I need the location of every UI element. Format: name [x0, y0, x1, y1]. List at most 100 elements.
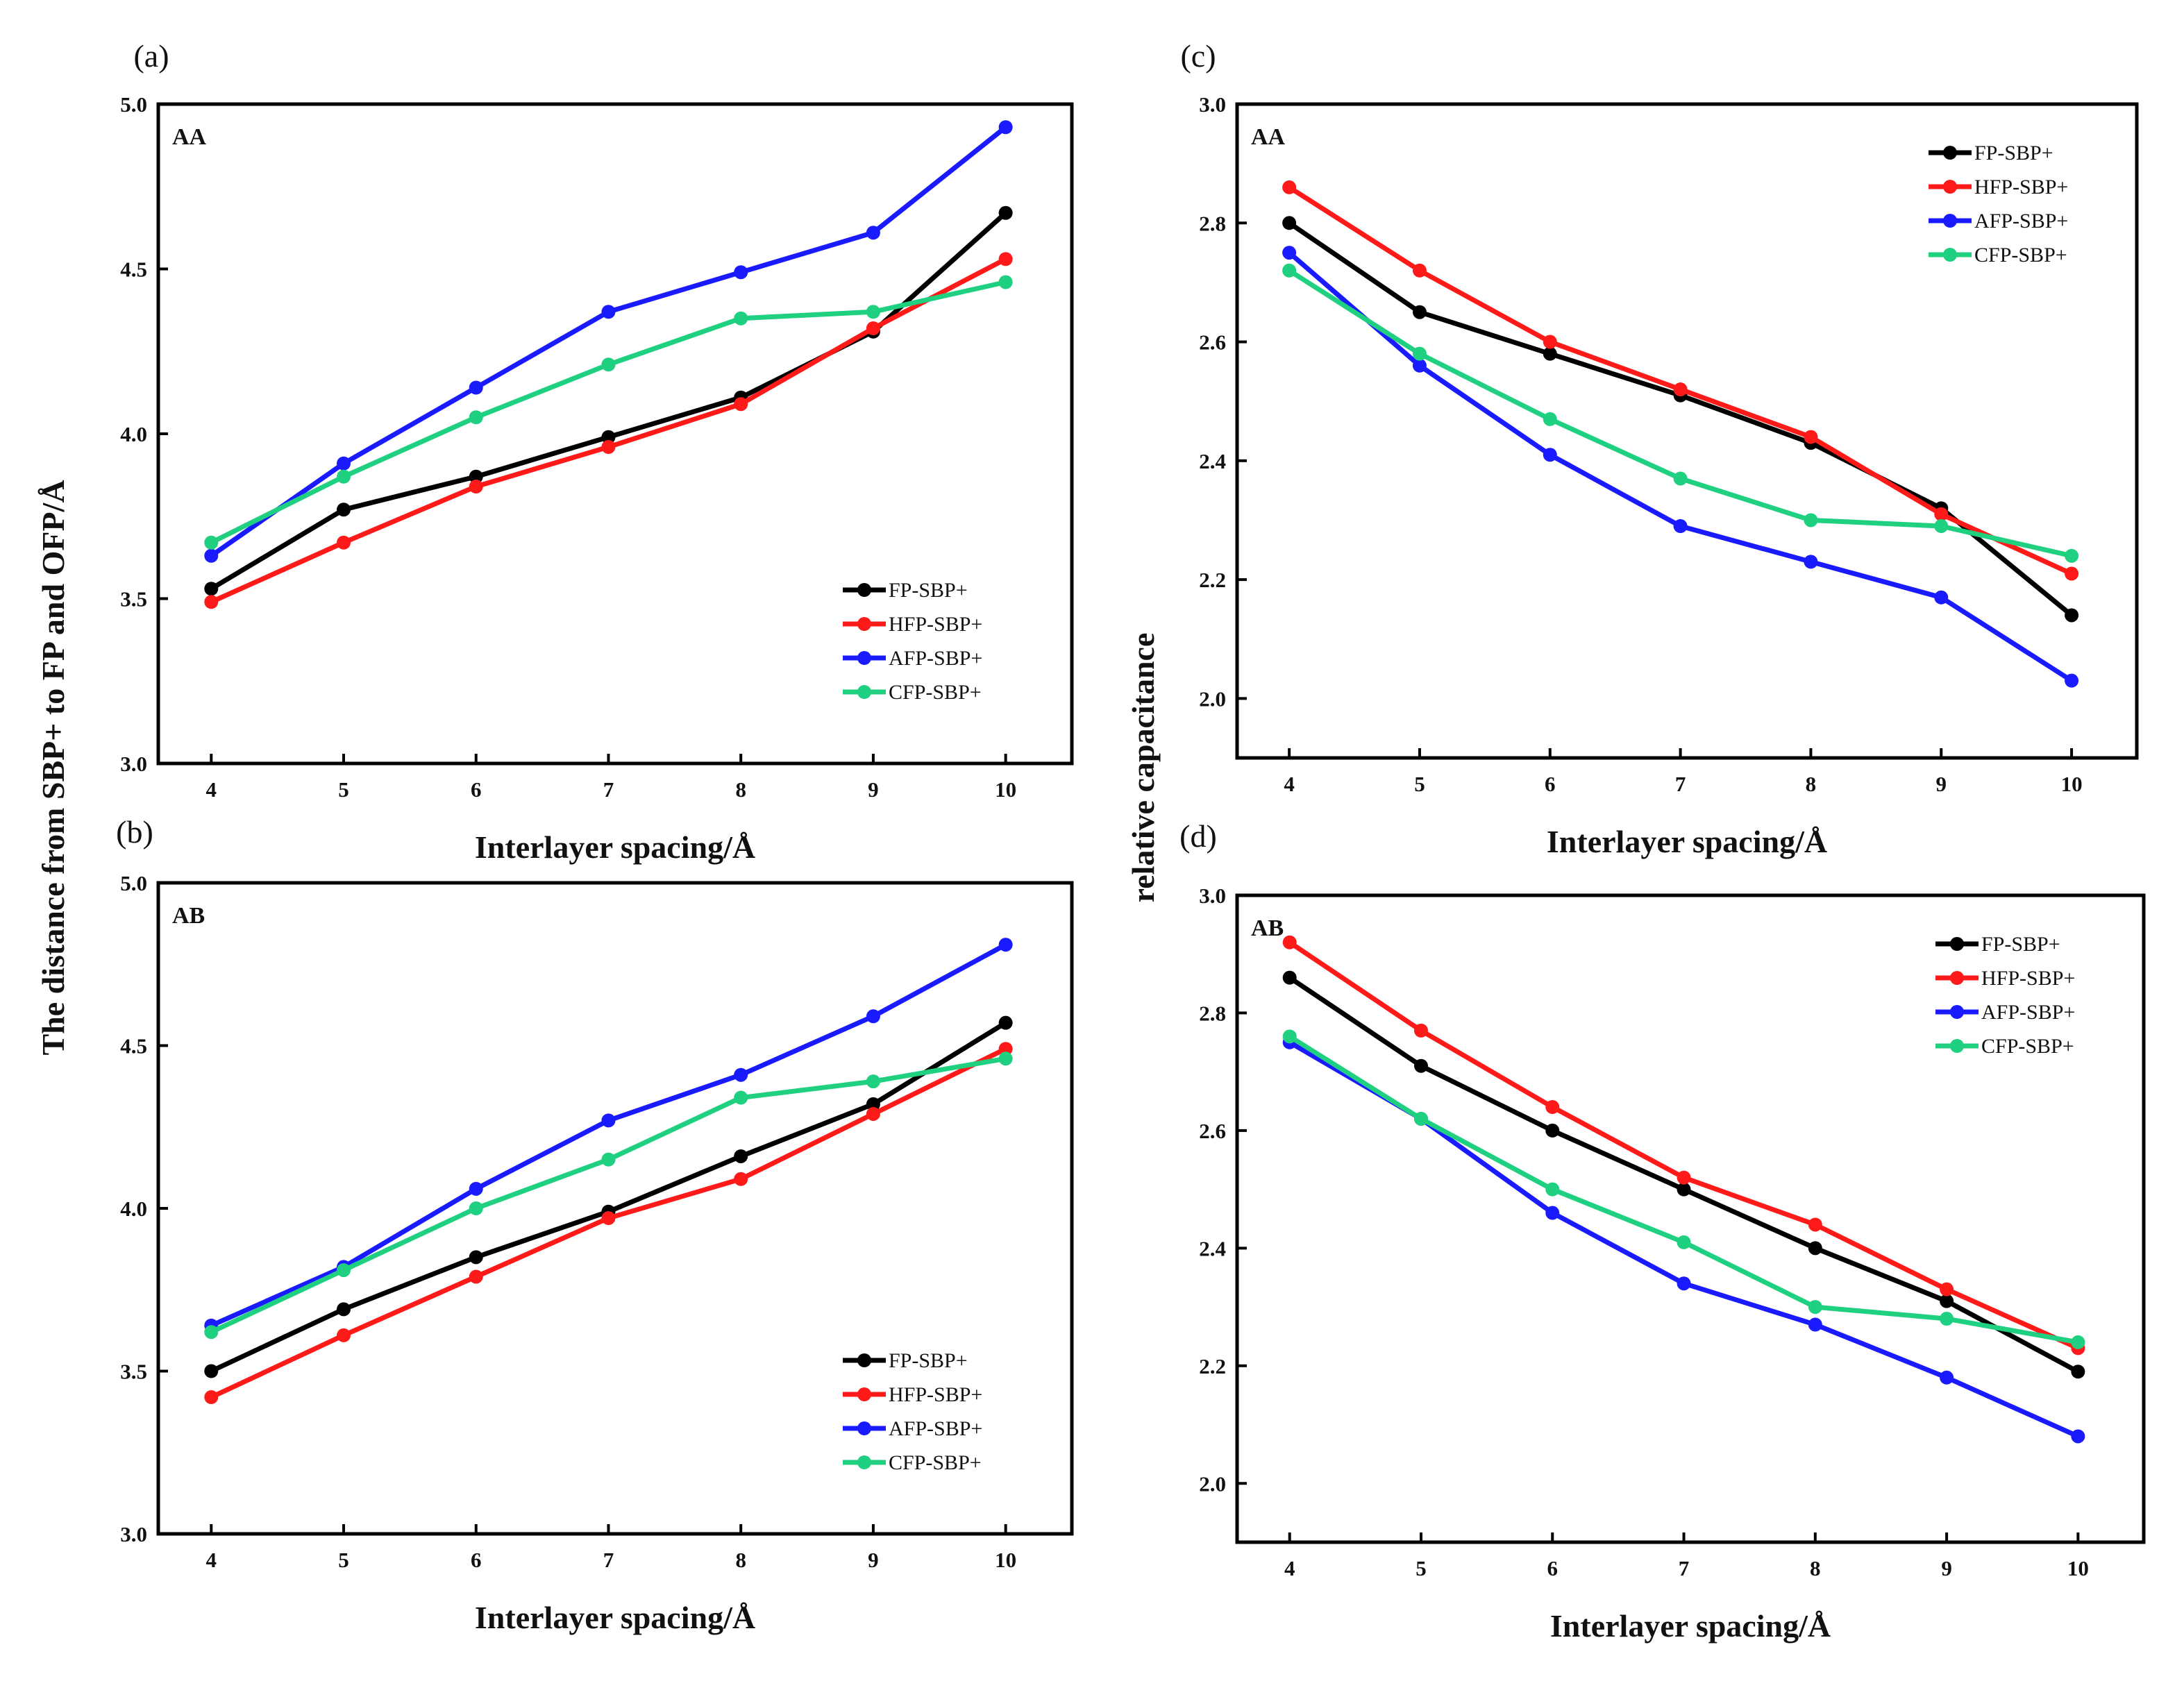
data-point	[1804, 513, 1818, 527]
chart-panel-c: (c) AA 2.0 2.2 2.4 2.6 2.8 3.0 4 5 6 7 8 9 10 Interlaye…	[1180, 38, 2139, 859]
data-point	[2065, 566, 2079, 581]
data-point	[998, 938, 1013, 952]
data-point	[734, 311, 748, 326]
data-point	[998, 1051, 1013, 1066]
legend-marker	[1950, 1005, 1964, 1019]
data-point	[1808, 1241, 1822, 1256]
data-point	[1673, 471, 1688, 486]
plot-frame	[1235, 102, 2139, 760]
data-point	[1543, 335, 1557, 349]
data-point	[1804, 555, 1818, 569]
data-point	[998, 1015, 1013, 1030]
legend-entry: FP-SBP+	[1974, 142, 2053, 164]
data-point	[998, 275, 1013, 289]
data-point	[1543, 412, 1557, 426]
data-point	[469, 410, 483, 425]
series-line	[210, 125, 1007, 558]
x-tick-label: 7	[603, 777, 614, 802]
series-line	[210, 943, 1007, 1328]
y-tick-label: 2.6	[1199, 330, 1226, 355]
x-tick-label: 7	[603, 1548, 614, 1572]
y-tick-label: 2.0	[1199, 686, 1226, 711]
data-point	[1677, 1276, 1691, 1291]
x-axis-title: Interlayer spacing/Å	[475, 1600, 755, 1635]
data-point	[337, 1302, 351, 1317]
series-line	[210, 1020, 1007, 1374]
data-point	[866, 226, 880, 240]
data-point	[1282, 216, 1297, 230]
data-point	[337, 502, 351, 517]
series-fp-sbp	[204, 1015, 1013, 1378]
data-point	[998, 120, 1013, 135]
data-point	[1412, 263, 1427, 278]
data-point	[1808, 1300, 1822, 1315]
y-tick-label: 5.0	[120, 871, 147, 895]
legend-entry: CFP-SBP+	[1981, 1035, 2074, 1058]
legend-entry: HFP-SBP+	[889, 613, 982, 636]
legend-marker	[857, 1455, 871, 1469]
chart-panel-d: (d) AB 2.0 2.2 2.4 2.6 2.8 3.0 4 5 6 7 8 9 10 Interlaye…	[1179, 818, 2146, 1644]
data-point	[1543, 448, 1557, 462]
data-point	[601, 430, 616, 444]
data-point	[866, 321, 880, 335]
data-point	[866, 1074, 880, 1089]
y-tick-label: 2.8	[1199, 1001, 1226, 1025]
data-point	[866, 1009, 880, 1024]
legend: FP-SBP+ HFP-SBP+ AFP-SBP+ CFP-SBP+	[1935, 933, 2075, 1058]
x-tick-label: 4	[1284, 772, 1295, 796]
y-tick-label: 2.2	[1199, 1354, 1226, 1378]
data-point	[1677, 1182, 1691, 1197]
legend-entry: CFP-SBP+	[1974, 244, 2067, 267]
x-tick-label: 9	[868, 1548, 879, 1572]
legend-marker	[1950, 1039, 1964, 1053]
data-point	[1940, 1294, 1954, 1308]
legend-marker	[857, 617, 871, 631]
legend-marker	[1943, 146, 1957, 160]
x-tick-label: 5	[1414, 772, 1425, 796]
legend-entry: AFP-SBP+	[1981, 1001, 2075, 1024]
x-tick-label: 8	[735, 1548, 746, 1572]
x-tick-label: 4	[206, 777, 217, 802]
series-cfp-sbp	[1282, 1029, 2085, 1349]
data-point	[1413, 1111, 1428, 1126]
x-axis-title: Interlayer spacing/Å	[1550, 1608, 1831, 1644]
y-tick-label: 3.5	[120, 1360, 147, 1384]
data-point	[601, 440, 616, 454]
plot-frame	[1235, 893, 2146, 1544]
series-hfp-sbp	[204, 1042, 1013, 1405]
data-point	[2065, 608, 2079, 623]
panel-letter: (d)	[1179, 818, 1217, 854]
series-afp-sbp	[1282, 246, 2079, 688]
y-tick-label: 4.5	[120, 257, 147, 282]
data-point	[1673, 519, 1688, 534]
data-point	[1940, 1312, 1954, 1326]
data-point	[204, 582, 219, 596]
series-afp-sbp	[204, 120, 1013, 563]
data-point	[469, 1181, 483, 1196]
data-point	[469, 469, 483, 484]
series-cfp-sbp	[204, 275, 1013, 550]
data-point	[337, 535, 351, 550]
legend-entry: AFP-SBP+	[889, 1417, 982, 1440]
series-line	[210, 211, 1007, 591]
data-point	[1412, 305, 1427, 319]
data-point	[204, 535, 219, 550]
data-point	[1673, 382, 1688, 397]
legend: FP-SBP+ HFP-SBP+ AFP-SBP+ CFP-SBP+	[843, 1349, 982, 1474]
y-tick-label: 4.5	[120, 1034, 147, 1058]
panel-letter: (c)	[1180, 38, 1216, 74]
series-hfp-sbp	[1282, 935, 2085, 1355]
y-tick-label: 3.0	[120, 752, 147, 776]
data-point	[1677, 1235, 1691, 1249]
data-point	[866, 1097, 880, 1111]
data-point	[1545, 1100, 1560, 1115]
x-tick-label: 6	[471, 777, 482, 802]
data-point	[469, 480, 483, 493]
x-tick-label: 5	[338, 777, 349, 802]
data-point	[2071, 1429, 2085, 1444]
x-tick-label: 6	[1545, 772, 1556, 796]
data-point	[866, 1106, 880, 1121]
legend-marker	[857, 1421, 871, 1435]
data-point	[734, 1149, 748, 1163]
data-point	[1804, 430, 1818, 444]
